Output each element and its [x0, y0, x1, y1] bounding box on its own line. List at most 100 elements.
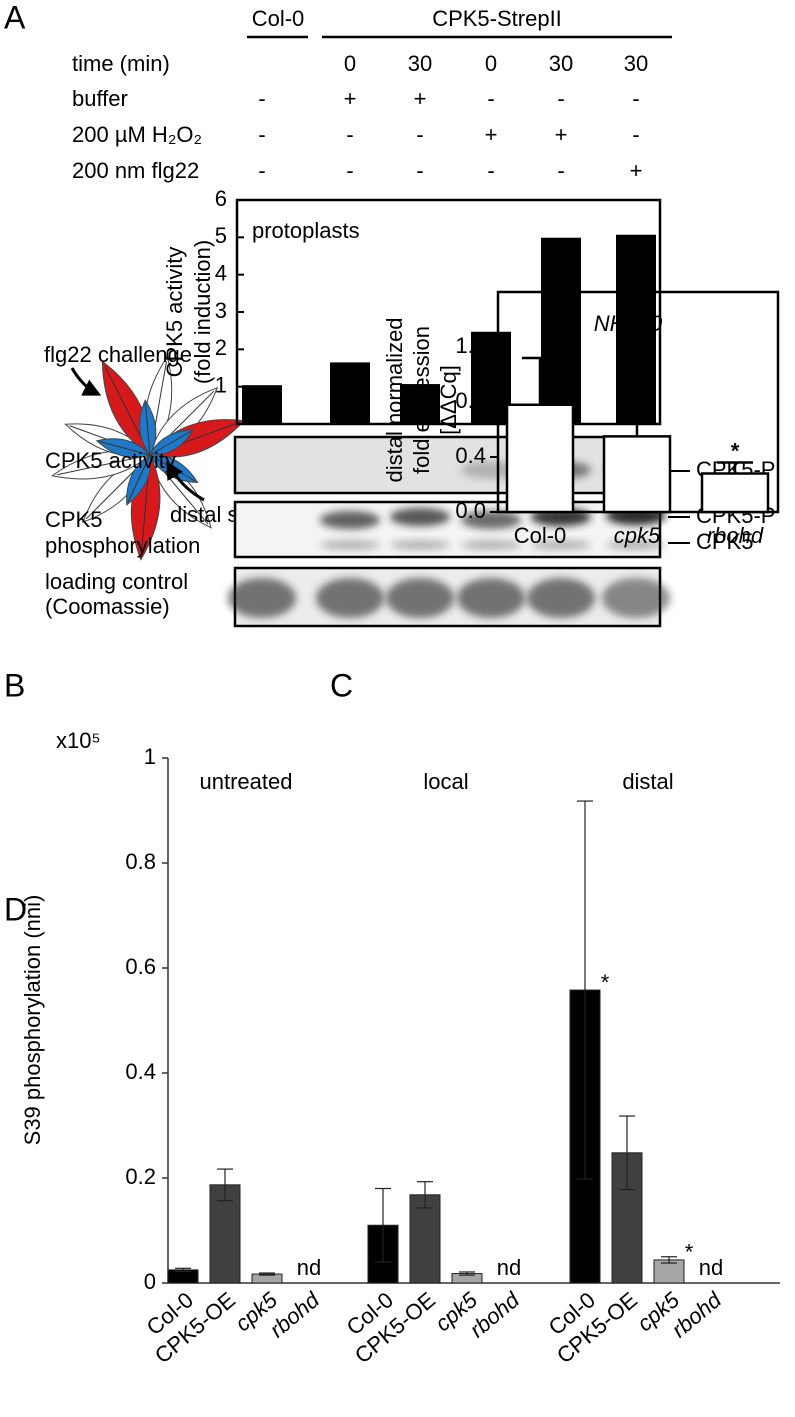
y-tick-label: 5: [215, 223, 227, 248]
arrow: [70, 367, 102, 396]
row-label: 200 nm flg22: [72, 158, 199, 183]
bar: [505, 403, 575, 514]
cell: +: [630, 158, 643, 183]
cell: -: [258, 122, 265, 147]
x-tick-label: rbohd: [707, 523, 764, 548]
cell: -: [557, 158, 564, 183]
cell: +: [555, 122, 568, 147]
panel-label: C: [330, 667, 353, 703]
bar: [400, 384, 440, 424]
leaf-midrib: [144, 402, 151, 456]
leaf-midrib: [99, 440, 151, 456]
annotation: flg22 challenge: [44, 342, 192, 367]
y-tick-label: 6: [215, 186, 227, 211]
band: [531, 540, 591, 550]
row-label: buffer: [72, 86, 128, 111]
significance: *: [601, 970, 610, 995]
x-tick-label: cpk5: [614, 523, 661, 548]
cell: 0: [485, 51, 497, 76]
group-label: untreated: [200, 769, 293, 794]
y-tick-label: 0.8: [125, 849, 156, 874]
y-tick-label: 0.4: [125, 1059, 156, 1084]
leaf: [126, 454, 152, 506]
bar: [330, 362, 370, 424]
cell: -: [632, 122, 639, 147]
blot-label: phosphorylation: [45, 533, 200, 558]
row-label: 200 µM H₂O₂: [72, 122, 202, 147]
y-tick-label: 2: [215, 335, 227, 360]
y-axis-label: fold expression: [409, 326, 434, 474]
cell: -: [346, 158, 353, 183]
significance: *: [731, 438, 740, 463]
cell: 30: [624, 51, 648, 76]
y-axis-label: (fold induction): [190, 240, 215, 384]
column-group: CPK5-StrepII: [432, 6, 562, 31]
y-tick-label: 1.2: [455, 333, 486, 358]
band: [386, 578, 454, 618]
band: [602, 578, 670, 618]
bar: [541, 237, 581, 424]
y-axis-label: S39 phosphorylation (nni): [20, 895, 45, 1146]
cell: -: [487, 158, 494, 183]
value-label: nd: [297, 1255, 321, 1280]
y-tick-label: 0.4: [455, 443, 486, 468]
y-tick-label: 1: [144, 744, 156, 769]
band: [606, 540, 666, 550]
bar: [700, 472, 770, 514]
panel-label: D: [4, 891, 27, 927]
cell: 30: [408, 51, 432, 76]
band: [461, 511, 521, 529]
y-axis-label: CPK5 activity: [162, 247, 187, 378]
band: [316, 578, 384, 618]
leaf: [139, 399, 157, 456]
leaf: [149, 429, 195, 456]
band: [390, 508, 450, 526]
y-tick-label: 0.8: [455, 388, 486, 413]
blot: [233, 435, 662, 495]
y-tick-label: 3: [215, 298, 227, 323]
cell: -: [416, 122, 423, 147]
cell: -: [632, 86, 639, 111]
value-label: nd: [699, 1255, 723, 1280]
row-label: time (min): [72, 51, 170, 76]
value-label: nd: [497, 1255, 521, 1280]
annotation: protoplasts: [252, 218, 360, 243]
x-tick-label: rbohd: [667, 1287, 727, 1343]
cell: -: [258, 86, 265, 111]
cell: -: [557, 86, 564, 111]
band-label: CPK5: [696, 529, 753, 554]
bar: [409, 1194, 441, 1284]
cell: -: [487, 86, 494, 111]
cell: +: [344, 86, 357, 111]
leaf-midrib: [56, 454, 151, 476]
y-tick-label: 0: [144, 1269, 156, 1294]
x-tick-label: Col-0: [514, 523, 567, 548]
arrow: [166, 460, 205, 502]
column-group: Col-0: [252, 6, 305, 31]
cell: -: [258, 158, 265, 183]
y-axis-label: [ΔΔCq]: [436, 365, 461, 435]
significance: *: [685, 1240, 694, 1265]
leaf: [95, 438, 151, 459]
band: [390, 540, 450, 550]
cell: 0: [344, 51, 356, 76]
y-tick-label: 0.0: [455, 498, 486, 523]
leaf-midrib: [149, 430, 192, 456]
cell: -: [416, 158, 423, 183]
band: [461, 540, 521, 550]
cell: +: [414, 86, 427, 111]
blot-label: CPK5: [45, 507, 102, 532]
bar: [602, 435, 672, 514]
y-tick-label: 0.2: [125, 1164, 156, 1189]
band: [320, 540, 380, 550]
blot: [233, 500, 662, 559]
cell: 30: [549, 51, 573, 76]
axis-multiplier: x10⁵: [56, 728, 101, 753]
cell: +: [485, 122, 498, 147]
band: [228, 578, 296, 618]
blot-label: CPK5 activity: [45, 448, 176, 473]
group-label: distal: [622, 769, 673, 794]
bar: [242, 385, 282, 424]
panel-label: A: [4, 0, 26, 35]
